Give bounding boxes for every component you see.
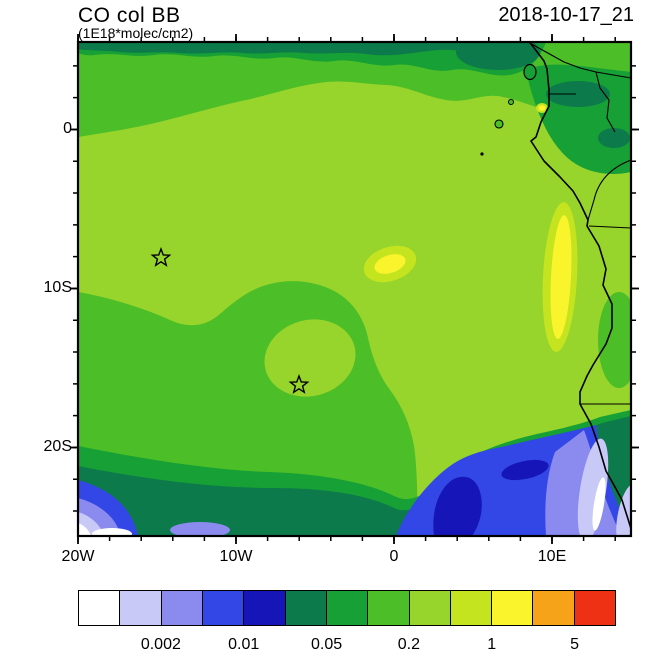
map: [70, 34, 639, 544]
timestamp-label: 2018-10-17_21: [498, 4, 634, 26]
contour-swcorner-white: [78, 523, 91, 536]
colorbar-cell: [409, 591, 451, 625]
country-border-congo: [587, 159, 631, 221]
colorbar-cell: [450, 591, 493, 625]
colorbar-cell: [492, 591, 534, 625]
contour-sw-white-patch: [92, 528, 132, 536]
x-tick-label-10e: 10E: [537, 548, 567, 565]
x-tick-label-20w: 20W: [61, 548, 95, 565]
country-border-north: [527, 42, 631, 79]
x-tick-label-0: 0: [389, 548, 399, 565]
colorbar-labels: 0.002 0.01 0.05 0.2 1 5: [78, 636, 616, 658]
contour-gabon-yellow: [538, 105, 546, 111]
contour-top-teal-strip: [78, 42, 533, 56]
colorbar-cell: [79, 591, 121, 625]
island-annobon: [480, 152, 484, 156]
colorbar-cell: [326, 591, 369, 625]
axis-ticks: [70, 34, 639, 544]
contour-se-lavender-band: [577, 438, 609, 536]
colorbar-tick-label: 5: [570, 636, 580, 653]
y-tick-label-10s: 10S: [43, 279, 72, 296]
island-saotome: [494, 119, 504, 129]
y-tick-label-0: 0: [63, 120, 72, 137]
colorbar: [78, 590, 616, 626]
colorbar-tick-label: 0.01: [228, 636, 260, 653]
colorbar-tick-label: 0.2: [397, 636, 420, 653]
star-marker-1: [150, 247, 172, 267]
colorbar-tick-label: 1: [487, 636, 497, 653]
y-tick-label-20s: 20S: [43, 438, 72, 455]
island-principe: [508, 99, 514, 105]
colorbar-tick-label: 0.002: [140, 636, 181, 653]
coastline: [528, 42, 631, 532]
contour-coast-yellow: [550, 215, 572, 339]
colorbar-cell: [120, 591, 162, 625]
country-border-cameroon: [595, 71, 616, 133]
contour-se-white-sliver: [592, 477, 606, 531]
colorbar-cell: [202, 591, 245, 625]
colorbar-cell: [574, 591, 616, 625]
colorbar-cell: [285, 591, 327, 625]
map-layers: [78, 42, 631, 536]
contour-swirl-core: [264, 319, 356, 397]
colorbar-tick-label: 0.05: [310, 636, 343, 653]
x-tick-label-10w: 10W: [219, 548, 253, 565]
colorbar-cell: [244, 591, 286, 625]
page-title: CO col BB: [78, 4, 181, 27]
contour-sw-periwinkle-patch: [170, 522, 230, 536]
island-bioko: [523, 63, 537, 81]
contour-inland-green-patch: [598, 292, 631, 388]
contour-se-navy-2: [501, 459, 549, 481]
contour-center-yellow: [374, 254, 406, 274]
country-border-angola-drc: [588, 225, 631, 229]
contour-ne-teal-2: [598, 128, 630, 148]
colorbar-cell: [161, 591, 203, 625]
contour-ne-teal-1: [546, 81, 610, 107]
contour-se-navy-1: [433, 476, 482, 536]
contour-ne-teal-3: [456, 42, 540, 70]
units-label: (1E18*molec/cm2): [78, 25, 194, 41]
colorbar-cell: [533, 591, 575, 625]
star-marker-2: [288, 374, 310, 394]
colorbar-cell: [368, 591, 410, 625]
